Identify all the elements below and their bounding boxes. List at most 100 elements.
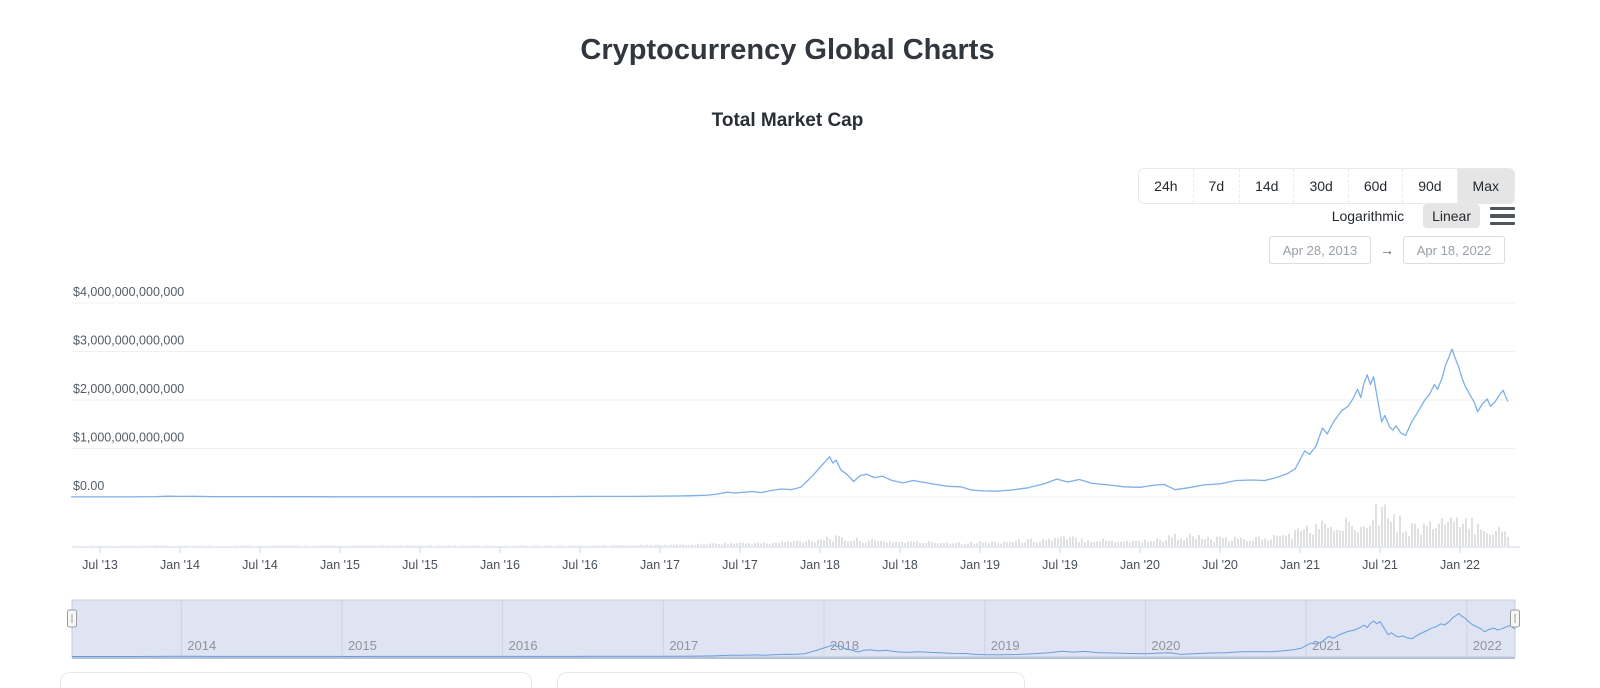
volume-bar <box>646 544 648 546</box>
volume-bar <box>436 545 438 546</box>
volume-bar <box>1117 542 1119 546</box>
volume-bar <box>922 543 924 546</box>
volume-bar <box>1144 539 1146 546</box>
burger-bar <box>1490 207 1515 211</box>
volume-bar <box>700 544 702 546</box>
scale-option-linear[interactable]: Linear <box>1423 204 1480 228</box>
range-button-30d[interactable]: 30d <box>1293 169 1348 203</box>
volume-bar <box>454 545 456 546</box>
volume-bar <box>1333 531 1335 546</box>
volume-bar <box>448 545 450 546</box>
scale-toggle: Logarithmic Linear <box>1323 204 1515 228</box>
volume-bar <box>652 545 654 546</box>
range-button-max[interactable]: Max <box>1456 169 1514 203</box>
volume-bar <box>1468 528 1470 546</box>
volume-bar <box>1213 542 1215 546</box>
volume-bar <box>760 543 762 546</box>
volume-bar <box>862 542 864 546</box>
volume-bar <box>1186 537 1188 546</box>
volume-bar <box>1066 539 1068 546</box>
volume-bar <box>697 543 699 546</box>
volume-bar <box>778 543 780 546</box>
volume-bar <box>1102 538 1104 546</box>
navigator-year-label: 2018 <box>830 638 859 653</box>
volume-bar <box>967 543 969 546</box>
volume-bar <box>484 545 486 546</box>
volume-bar <box>637 545 639 546</box>
volume-bar <box>1195 539 1197 546</box>
volume-bar <box>208 545 210 546</box>
volume-bar <box>1315 523 1317 546</box>
volume-bar <box>1246 541 1248 546</box>
volume-bar <box>811 541 813 546</box>
volume-bar <box>1336 529 1338 546</box>
volume-bar <box>655 544 657 546</box>
range-button-7d[interactable]: 7d <box>1192 169 1240 203</box>
volume-bar <box>580 545 582 546</box>
volume-bar <box>1312 534 1314 546</box>
volume-bar <box>982 542 984 546</box>
volume-bar <box>523 545 525 546</box>
volume-bar <box>472 545 474 546</box>
volume-bar <box>1228 541 1230 546</box>
volume-bar <box>1345 517 1347 546</box>
volume-bar <box>1402 532 1404 546</box>
volume-bar <box>1024 542 1026 546</box>
volume-bar <box>640 544 642 546</box>
navigator-year-label: 2014 <box>187 638 216 653</box>
volume-bar <box>1279 536 1281 546</box>
volume-bar <box>649 545 651 546</box>
volume-bar <box>886 542 888 546</box>
date-from-input[interactable] <box>1269 236 1371 264</box>
x-axis-label: Jul '19 <box>1042 558 1078 572</box>
volume-bar <box>1387 518 1389 546</box>
volume-bar <box>1258 536 1260 546</box>
volume-bar <box>802 542 804 546</box>
volume-bar <box>1015 540 1017 546</box>
volume-bar <box>673 544 675 546</box>
volume-bar <box>1495 530 1497 546</box>
volume-bar <box>343 545 345 546</box>
volume-bar <box>682 544 684 546</box>
range-button-14d[interactable]: 14d <box>1239 169 1294 203</box>
volume-bar <box>181 545 183 546</box>
volume-bar <box>1168 535 1170 546</box>
volume-bar <box>823 540 825 546</box>
volume-bar <box>904 543 906 546</box>
y-axis-label: $1,000,000,000,000 <box>73 431 184 445</box>
volume-bar <box>808 539 810 546</box>
volume-bar <box>610 545 612 546</box>
range-button-90d[interactable]: 90d <box>1402 169 1457 203</box>
volume-bar <box>991 541 993 546</box>
volume-bar <box>688 544 690 546</box>
volume-bar <box>745 543 747 546</box>
x-axis-label: Jan '14 <box>160 558 200 572</box>
range-button-24h[interactable]: 24h <box>1139 169 1193 203</box>
volume-bar <box>1162 541 1164 546</box>
volume-bar <box>820 539 822 546</box>
volume-bar <box>703 544 705 546</box>
volume-bar <box>1126 540 1128 546</box>
volume-bar <box>832 541 834 546</box>
x-axis-label: Jan '19 <box>960 558 1000 572</box>
volume-bar <box>916 541 918 546</box>
volume-bar <box>847 541 849 546</box>
volume-bar <box>796 540 798 546</box>
volume-bar <box>319 545 321 546</box>
volume-bar <box>1366 528 1368 546</box>
volume-bar <box>1099 541 1101 546</box>
date-to-input[interactable] <box>1403 236 1505 264</box>
scale-option-logarithmic[interactable]: Logarithmic <box>1331 208 1405 224</box>
volume-bar <box>712 543 714 546</box>
volume-bar <box>658 544 660 546</box>
range-button-60d[interactable]: 60d <box>1347 169 1403 203</box>
volume-bar <box>1465 518 1467 546</box>
volume-bar <box>1321 520 1323 546</box>
y-axis-label: $0.00 <box>73 479 104 493</box>
volume-bar <box>1483 531 1485 546</box>
volume-bar <box>601 545 603 546</box>
chart-menu-icon[interactable] <box>1490 206 1515 226</box>
volume-bar <box>1264 538 1266 546</box>
volume-bar <box>718 544 720 546</box>
volume-bar <box>1324 523 1326 546</box>
